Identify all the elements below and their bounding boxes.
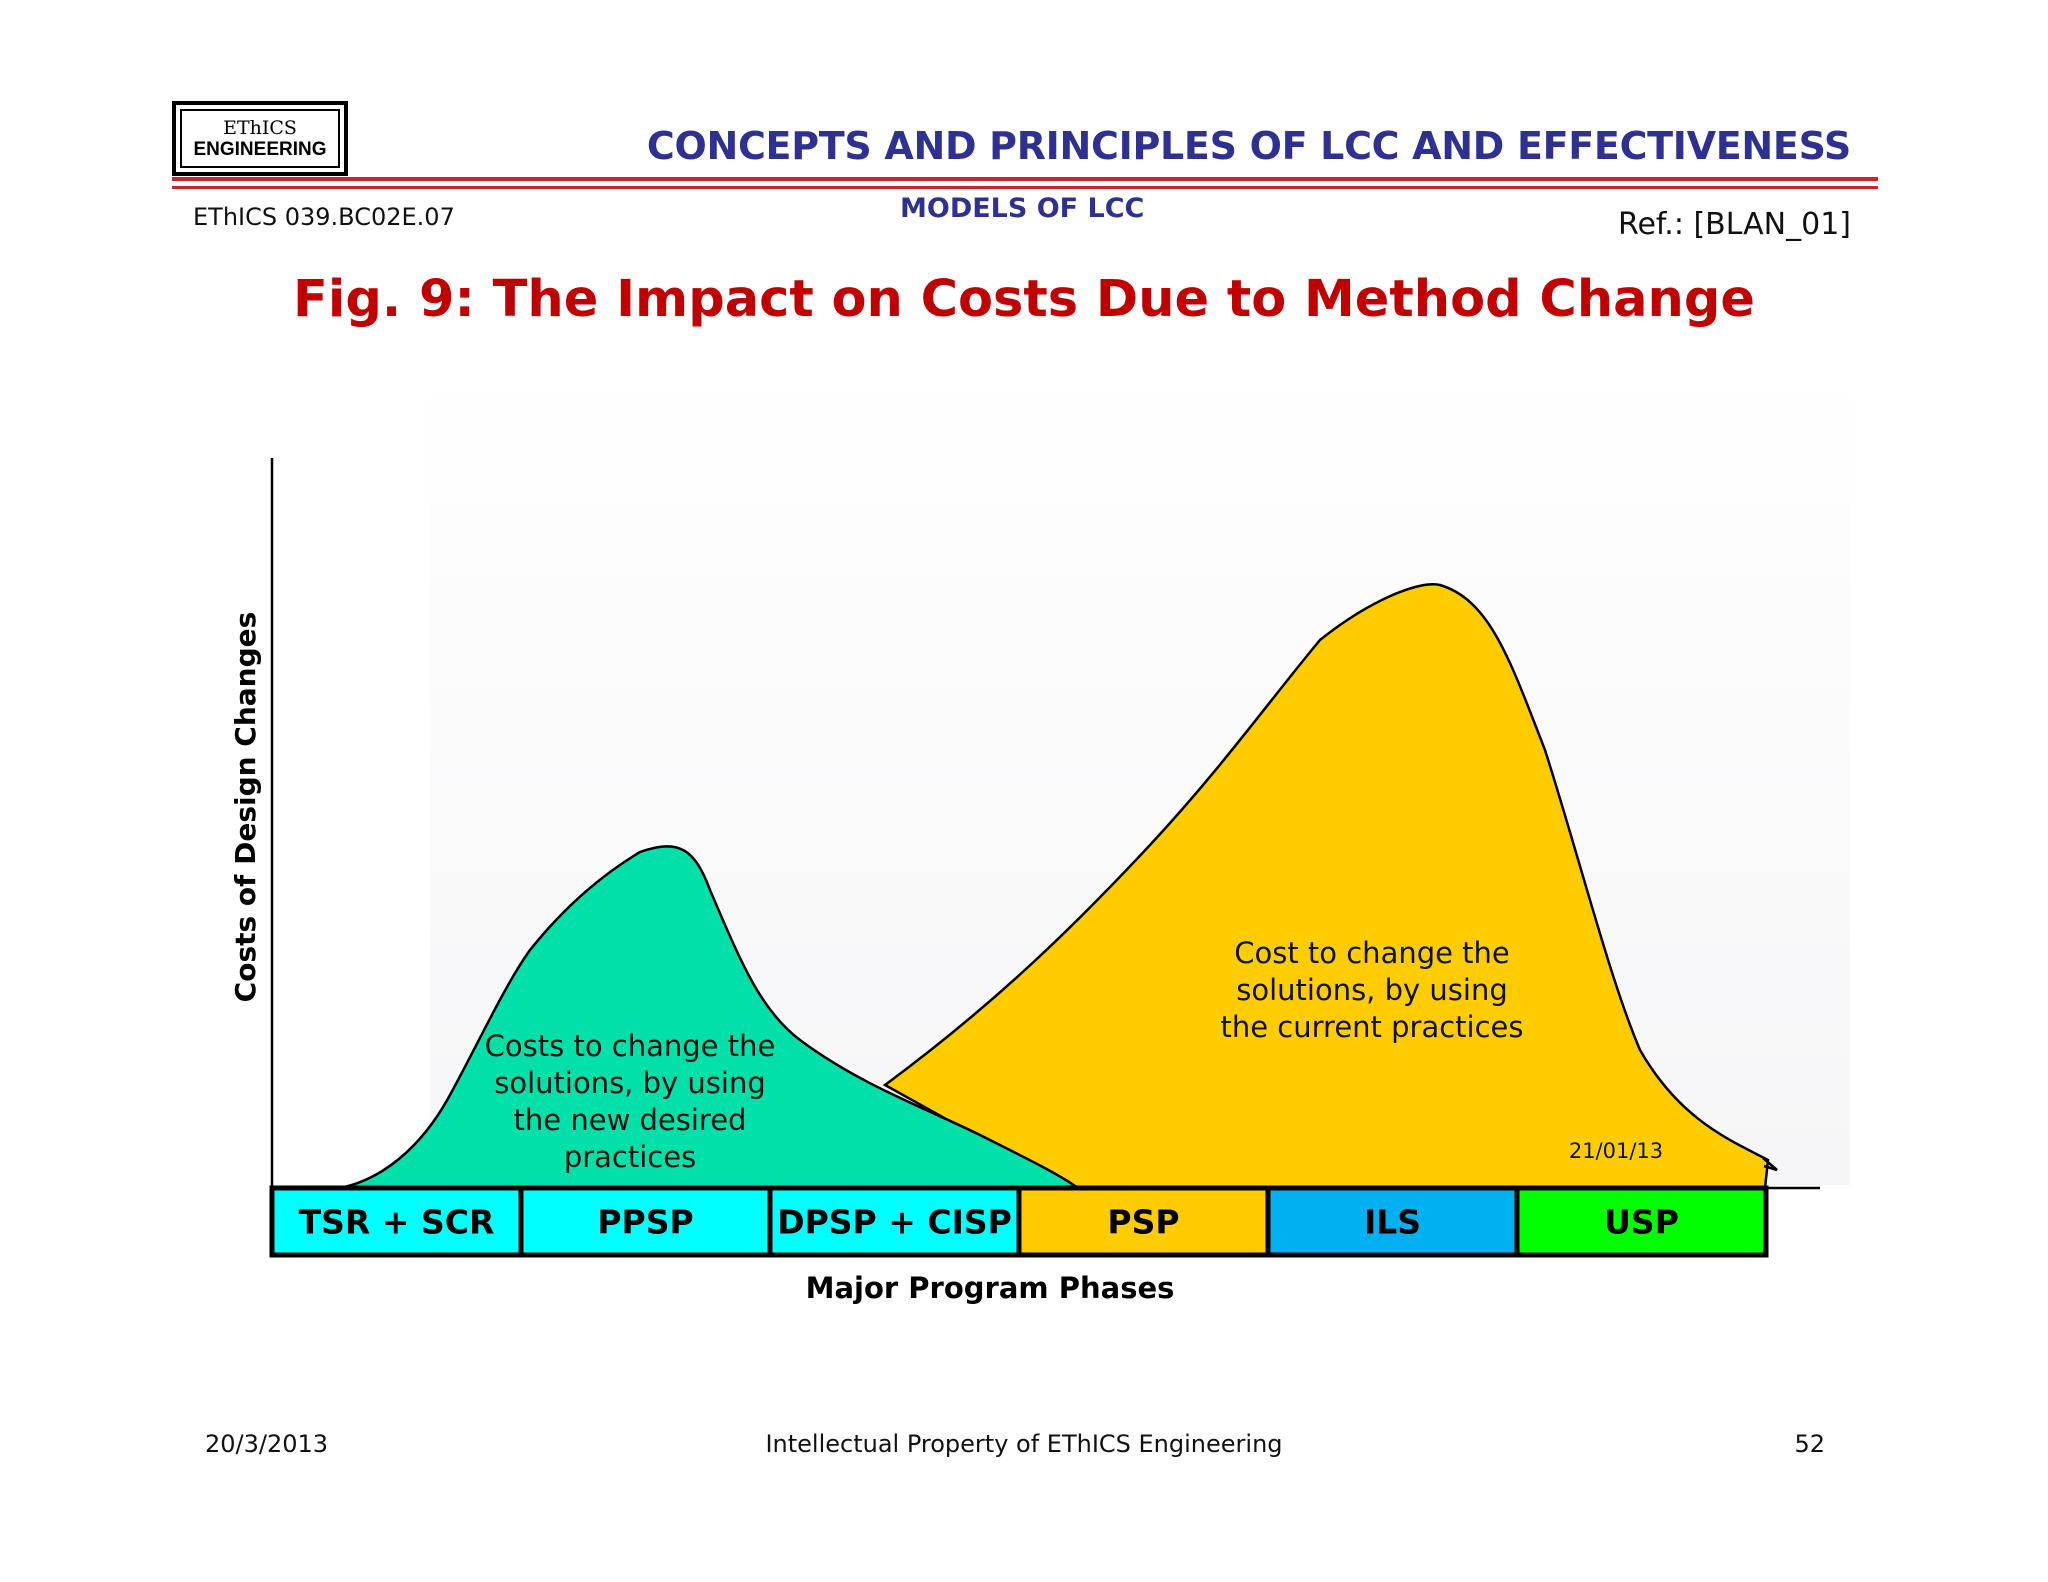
ethics-logo: EThICS ENGINEERING	[172, 101, 348, 176]
current-practices-label: Cost to change the solutions, by using t…	[1220, 936, 1523, 1044]
curve-end-hook	[1762, 1157, 1778, 1172]
stamp-date: 21/01/13	[1569, 1139, 1663, 1163]
footer-copyright: Intellectual Property of EThICS Engineer…	[765, 1430, 1283, 1458]
reference-label: Ref.: [BLAN_01]	[1617, 207, 1851, 242]
new-practices-label-line: solutions, by using	[494, 1066, 766, 1100]
phase-label: TSR + SCR	[299, 1203, 495, 1242]
current-practices-label-line: Cost to change the	[1234, 936, 1510, 970]
phase-bar: TSR + SCR PPSP DPSP + CISP PSP ILS USP	[269, 1185, 1769, 1258]
document-code: EThICS 039.BC02E.07	[193, 203, 455, 231]
phase-cell	[1265, 1185, 1520, 1258]
x-axis-label: Major Program Phases	[806, 1271, 1175, 1305]
page-number: 52	[1794, 1430, 1825, 1458]
header-rule-top	[172, 177, 1878, 181]
new-practices-label-line: the new desired	[514, 1103, 747, 1137]
section-subtitle: MODELS OF LCC	[900, 193, 1145, 224]
phase-cell	[269, 1185, 524, 1258]
logo-text-ethics: EThICS	[223, 116, 297, 139]
new-practices-label-line: practices	[564, 1140, 696, 1174]
new-practices-label-line: Costs to change the	[485, 1029, 776, 1063]
y-axis-label: Costs of Design Changes	[229, 612, 262, 1003]
logo-frame: EThICS ENGINEERING	[180, 109, 340, 168]
current-practices-label-line: solutions, by using	[1236, 973, 1508, 1007]
phase-label: PPSP	[597, 1203, 693, 1242]
new-practices-label: Costs to change the solutions, by using …	[485, 1029, 776, 1174]
current-practices-label-line: the current practices	[1220, 1010, 1523, 1044]
phase-label: ILS	[1364, 1203, 1421, 1242]
header-title: CONCEPTS AND PRINCIPLES OF LCC AND EFFEC…	[646, 124, 1851, 168]
current-practices-curve	[882, 583, 1770, 1190]
phase-label: USP	[1604, 1203, 1679, 1242]
phase-cell	[767, 1185, 1022, 1258]
new-practices-curve	[339, 845, 1082, 1190]
phase-label: DPSP + CISP	[777, 1203, 1012, 1242]
phase-cell	[518, 1185, 773, 1258]
logo-text-engineering: ENGINEERING	[193, 138, 327, 160]
header-rule-bottom	[172, 186, 1878, 189]
phase-label: PSP	[1107, 1203, 1179, 1242]
figure-title: Fig. 9: The Impact on Costs Due to Metho…	[293, 270, 1755, 329]
footer-date: 20/3/2013	[205, 1430, 329, 1458]
phase-cell	[1514, 1185, 1769, 1258]
